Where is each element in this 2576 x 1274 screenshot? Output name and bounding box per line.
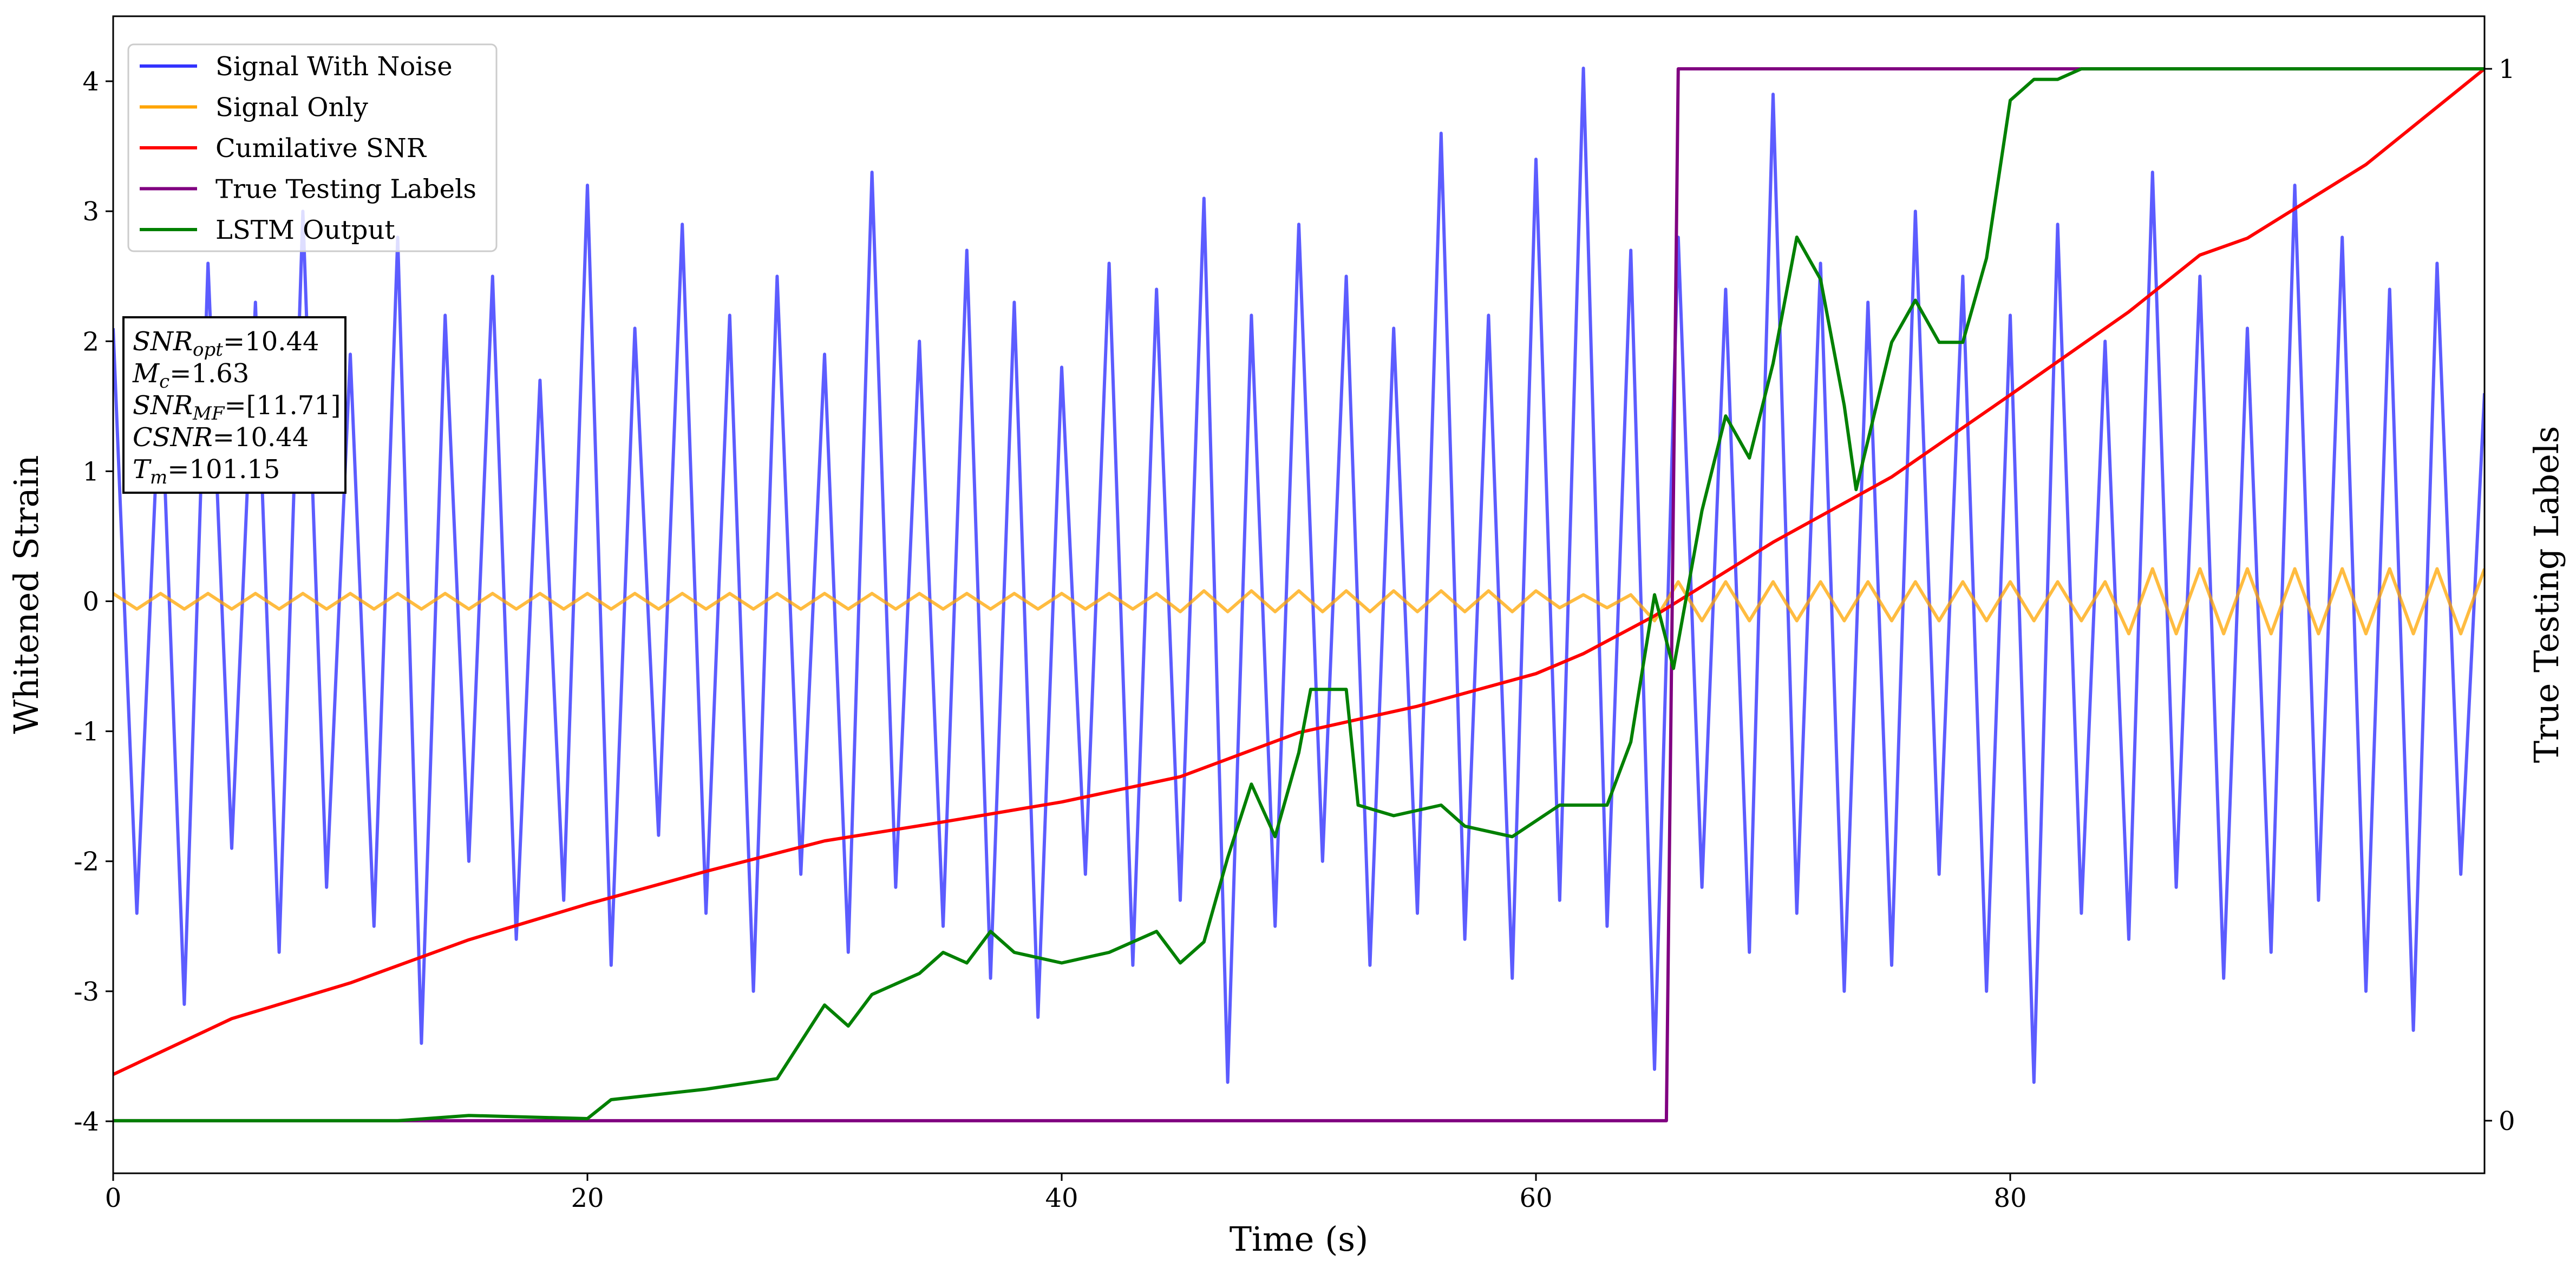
x-tick-label: 80 [1993,1183,2026,1213]
x-tick-label: 0 [105,1183,122,1213]
y2-tick-label: 1 [2499,54,2515,84]
legend-label: True Testing Labels [215,174,476,205]
y-tick-label: 1 [82,456,99,487]
y2-tick-label: 0 [2499,1106,2515,1136]
y-axis-label: Whitened Strain [6,455,46,734]
annotation-symbol: SNR [133,390,193,421]
y-tick-label: -1 [74,717,99,747]
legend-label: Signal With Noise [215,51,453,82]
series-line [113,67,2485,1076]
legend: Signal With Noise Signal Only Cumilative S… [127,43,498,252]
y-tick-label: 3 [82,197,99,227]
annotation-value: =10.44 [223,326,319,357]
annotation-value: =10.44 [213,422,309,453]
x-tick-label: 20 [571,1183,604,1213]
annotation-line: Mc=1.63 [132,358,249,393]
y-tick-label: -2 [74,847,99,877]
plot-area [113,67,2485,1122]
y-tick-label: 4 [82,67,99,97]
y-tick-label: 0 [82,587,99,617]
legend-label: LSTM Output [215,215,395,245]
y2-axis-label: True Testing Labels [2527,426,2566,763]
annotation-frame [122,316,346,494]
x-tick-label: 40 [1045,1183,1078,1213]
annotation-subscript: m [150,467,167,488]
annotation-value: =[11.71] [224,390,341,421]
annotation-line: SNRopt=10.44 [133,326,319,361]
annotation-subscript: MF [192,403,225,424]
axes-frame [112,15,2486,1174]
y-tick-label: 2 [82,326,99,357]
annotation-symbol: M [132,358,160,389]
x-tick-label: 60 [1519,1183,1552,1213]
series-line [113,67,2485,1122]
annotation-symbol: SNR [133,326,193,357]
annotation-box: SNRopt=10.44Mc=1.63SNRMF=[11.71]CSNR=10.… [122,316,346,494]
annotation-value: =1.63 [169,358,249,389]
x-axis-label: Time (s) [1230,1219,1369,1259]
series-line [113,67,2485,1084]
annotation-line: SNRMF=[11.71] [133,390,341,424]
legend-label: Cumilative SNR [215,133,427,164]
annotation-line: CSNR=10.44 [133,422,309,453]
annotation-symbol: CSNR [133,422,213,453]
legend-label: Signal Only [215,93,368,123]
y-tick-label: -3 [74,977,99,1007]
annotation-subscript: opt [193,339,223,361]
series-line [113,567,2485,636]
y-tick-label: -4 [74,1107,99,1137]
annotation-symbol: T [133,454,152,485]
legend-frame [127,43,498,252]
annotation-line: Tm=101.15 [133,454,280,488]
annotation-value: =101.15 [167,454,280,485]
annotation-subscript: c [159,371,169,393]
